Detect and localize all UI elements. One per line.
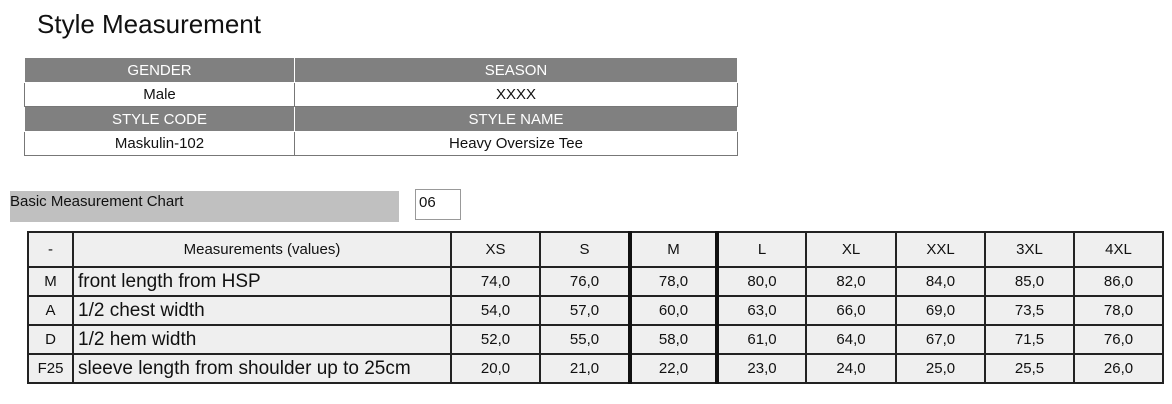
column-header: 4XL — [1073, 231, 1164, 268]
measurement-value: 54,0 — [450, 295, 541, 326]
style-code-label: STYLE CODE — [24, 106, 295, 132]
measurement-value: 80,0 — [715, 266, 807, 297]
measurement-value: 25,5 — [984, 353, 1075, 384]
season-label: SEASON — [294, 57, 738, 83]
measurement-value: 25,0 — [895, 353, 986, 384]
measurement-value: 57,0 — [539, 295, 631, 326]
measurement-value: 76,0 — [539, 266, 631, 297]
page-title: Style Measurement — [37, 9, 261, 39]
measurement-value: 58,0 — [628, 324, 718, 355]
column-header: XXL — [895, 231, 986, 268]
measurement-value: 71,5 — [984, 324, 1075, 355]
measurement-value: 52,0 — [450, 324, 541, 355]
table-row: F25 sleeve length from shoulder up to 25c… — [27, 353, 1164, 384]
measurement-value: 67,0 — [895, 324, 986, 355]
season-value: XXXX — [294, 82, 738, 107]
measurement-value: 85,0 — [984, 266, 1075, 297]
measurement-value: 73,5 — [984, 295, 1075, 326]
measurement-value: 20,0 — [450, 353, 541, 384]
column-header: Measurements (values) — [72, 231, 452, 268]
column-header: XL — [805, 231, 897, 268]
column-header: XS — [450, 231, 541, 268]
style-name-value: Heavy Oversize Tee — [294, 131, 738, 156]
measurement-value: 84,0 — [895, 266, 986, 297]
measurement-value: 22,0 — [628, 353, 718, 384]
column-header: L — [715, 231, 807, 268]
style-info-table: GENDER SEASON Male XXXX STYLE CODE STYLE NA… — [24, 57, 738, 156]
measurement-value: 76,0 — [1073, 324, 1164, 355]
table-row: A 1/2 chest width 54,0 57,0 60,0 63,0 66,0 69,0… — [27, 295, 1164, 326]
measurement-name: 1/2 hem width — [72, 324, 452, 355]
measurement-value: 69,0 — [895, 295, 986, 326]
measurement-value: 61,0 — [715, 324, 807, 355]
column-header: M — [628, 231, 718, 268]
column-header: - — [27, 231, 74, 268]
table-row: D 1/2 hem width 52,0 55,0 58,0 61,0 64,0 67,0 71… — [27, 324, 1164, 355]
row-code: M — [27, 266, 74, 297]
measurement-value: 66,0 — [805, 295, 897, 326]
measurement-value: 60,0 — [628, 295, 718, 326]
measurement-value: 24,0 — [805, 353, 897, 384]
row-code: A — [27, 295, 74, 326]
measurement-value: 82,0 — [805, 266, 897, 297]
chart-number-field: 06 — [415, 189, 461, 220]
header-row: - Measurements (values) XS S M L XL XXL 3XL 4XL — [27, 231, 1164, 268]
measurement-name: sleeve length from shoulder up to 25cm — [72, 353, 452, 384]
style-name-label: STYLE NAME — [294, 106, 738, 132]
column-header: S — [539, 231, 631, 268]
measurement-value: 21,0 — [539, 353, 631, 384]
measurement-value: 78,0 — [1073, 295, 1164, 326]
row-code: F25 — [27, 353, 74, 384]
chart-label-band: Basic Measurement Chart — [10, 191, 399, 222]
measurement-value: 64,0 — [805, 324, 897, 355]
gender-value: Male — [24, 82, 295, 107]
measurement-value: 23,0 — [715, 353, 807, 384]
measurement-value: 63,0 — [715, 295, 807, 326]
measurement-value: 74,0 — [450, 266, 541, 297]
style-code-value: Maskulin-102 — [24, 131, 295, 156]
column-header: 3XL — [984, 231, 1075, 268]
measurement-value: 78,0 — [628, 266, 718, 297]
measurement-name: 1/2 chest width — [72, 295, 452, 326]
measurement-name: front length from HSP — [72, 266, 452, 297]
gender-label: GENDER — [24, 57, 295, 83]
measurement-value: 26,0 — [1073, 353, 1164, 384]
measurement-value: 55,0 — [539, 324, 631, 355]
measurement-value: 86,0 — [1073, 266, 1164, 297]
row-code: D — [27, 324, 74, 355]
chart-label: Basic Measurement Chart — [10, 193, 184, 210]
